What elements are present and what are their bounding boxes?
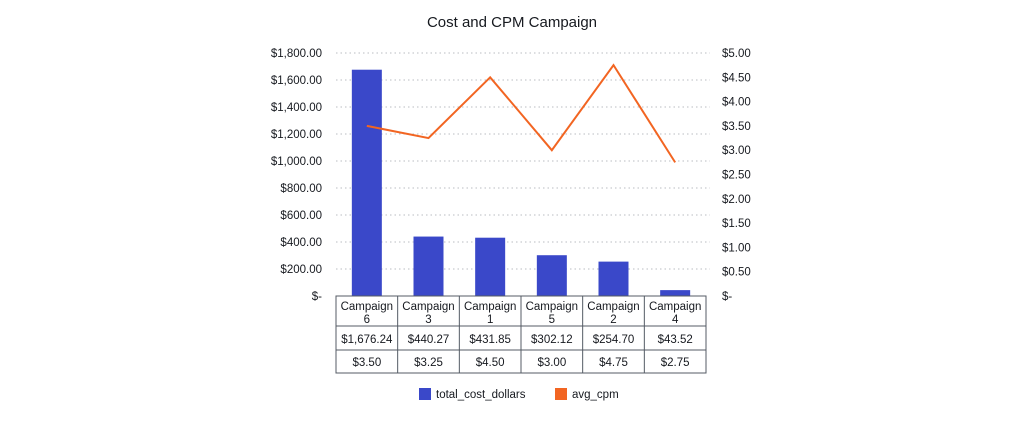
legend-label-avg-cpm: avg_cpm	[572, 389, 619, 401]
data-table: Campaign 6 $1,676.24 $3.50 Campaign 3 $440.27 $…	[335, 295, 707, 374]
right-tick-label: $5.00	[722, 48, 751, 60]
right-tick-label: $2.00	[722, 194, 751, 206]
right-tick-label: $4.00	[722, 97, 751, 109]
legend-label-total-cost: total_cost_dollars	[436, 389, 526, 401]
bar	[351, 69, 382, 296]
cost-value-label: $1,676.24	[341, 334, 393, 346]
right-tick-label: $3.50	[722, 121, 751, 133]
cost-value-label: $254.70	[593, 334, 635, 346]
legend-swatch-avg-cpm	[555, 388, 567, 400]
left-tick-label: $1,400.00	[271, 102, 322, 114]
right-axis: $- $0.50 $1.00 $1.50 $2.00 $2.50 $3.00 $3.50 $4.…	[722, 48, 751, 303]
legend: total_cost_dollars avg_cpm	[419, 388, 619, 401]
left-tick-label: $400.00	[280, 237, 322, 249]
left-tick-label: $200.00	[280, 264, 322, 276]
category-label: Campaign 3	[402, 301, 454, 326]
category-label: Campaign 4	[649, 301, 701, 326]
bar	[598, 261, 629, 296]
bar-series	[351, 69, 691, 296]
category-label: Campaign 6	[341, 301, 393, 326]
right-tick-label: $4.50	[722, 72, 751, 84]
right-tick-label: $2.50	[722, 170, 751, 182]
left-tick-label: $1,000.00	[271, 156, 322, 168]
category-label: Campaign 5	[526, 301, 578, 326]
left-tick-label: $1,600.00	[271, 75, 322, 87]
cpm-value-label: $3.50	[352, 357, 381, 369]
cpm-value-label: $3.25	[414, 357, 443, 369]
category-label: Campaign 1	[464, 301, 516, 326]
bar	[660, 290, 691, 296]
right-tick-label: $1.50	[722, 218, 751, 230]
cost-value-label: $431.85	[469, 334, 511, 346]
cpm-value-label: $3.00	[537, 357, 566, 369]
chart-title: Cost and CPM Campaign	[427, 14, 597, 31]
bar	[413, 236, 444, 296]
left-tick-label: $800.00	[280, 183, 322, 195]
right-tick-label: $-	[722, 291, 732, 303]
cost-value-label: $302.12	[531, 334, 573, 346]
left-tick-label: $-	[312, 291, 322, 303]
right-tick-label: $0.50	[722, 267, 751, 279]
right-tick-label: $3.00	[722, 145, 751, 157]
left-axis: $- $200.00 $400.00 $600.00 $800.00 $1,000.00 $…	[271, 48, 322, 303]
grid-lines	[336, 52, 710, 270]
left-tick-label: $1,800.00	[271, 48, 322, 60]
line-series	[366, 63, 677, 163]
legend-swatch-total-cost	[419, 388, 431, 400]
cpm-value-label: $2.75	[661, 357, 690, 369]
cost-value-label: $43.52	[658, 334, 693, 346]
left-tick-label: $600.00	[280, 210, 322, 222]
cpm-value-label: $4.75	[599, 357, 628, 369]
avg-cpm-line	[366, 63, 677, 163]
bar	[475, 237, 506, 296]
cpm-value-label: $4.50	[476, 357, 505, 369]
right-tick-label: $1.00	[722, 242, 751, 254]
left-tick-label: $1,200.00	[271, 129, 322, 141]
bar	[536, 255, 567, 296]
cost-value-label: $440.27	[408, 334, 450, 346]
category-label: Campaign 2	[587, 301, 639, 326]
